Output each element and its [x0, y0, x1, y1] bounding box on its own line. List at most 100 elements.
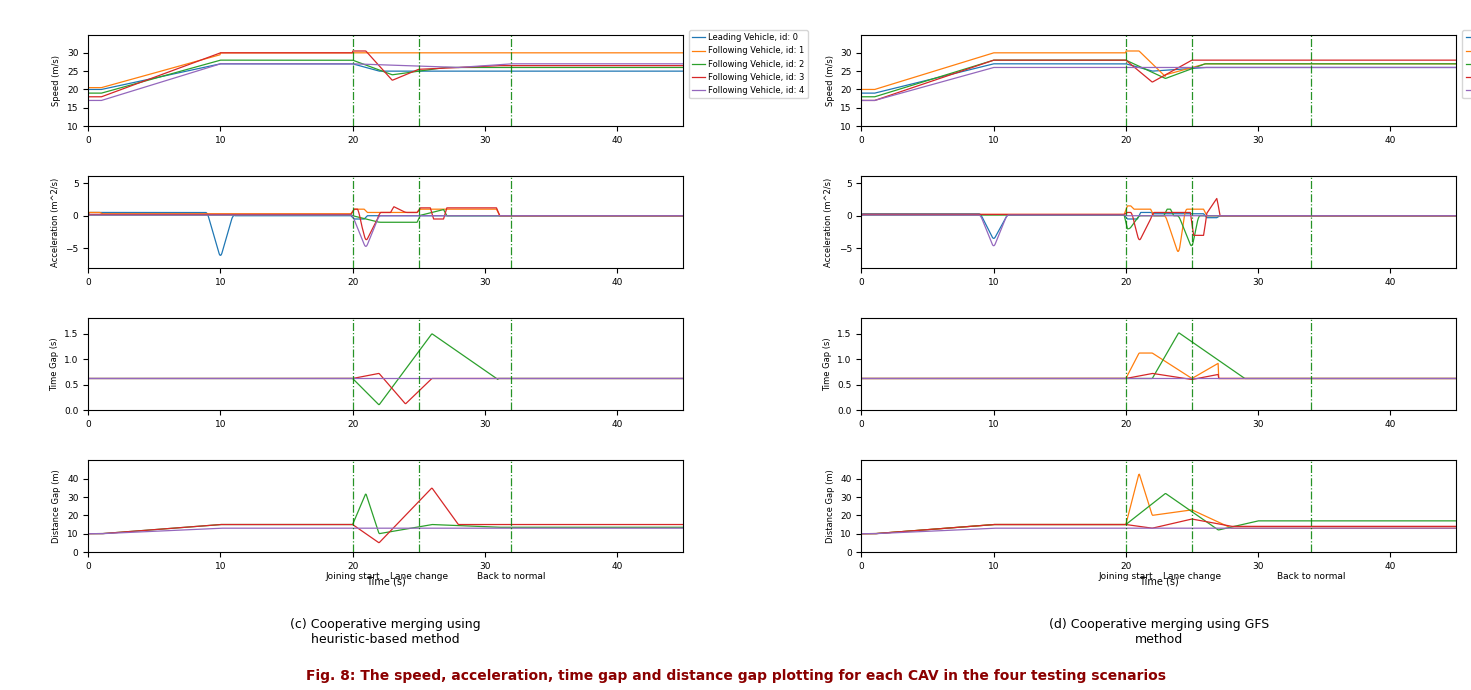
- Leading Vehicle, id: 0: (11.8, 27): 0: (11.8, 27): [1008, 59, 1025, 68]
- Following Vehicle, id: 2: (4.91, 22.3): 2: (4.91, 22.3): [918, 77, 936, 85]
- Y-axis label: Acceleration (m^2/s): Acceleration (m^2/s): [50, 177, 60, 267]
- Leading Vehicle, id: 0: (0, 20): 0: (0, 20): [79, 86, 97, 94]
- Following Vehicle, id: 4: (11.8, 27): 4: (11.8, 27): [235, 59, 253, 68]
- Following Vehicle, id: 1: (10, 30): 1: (10, 30): [212, 49, 229, 57]
- Following Vehicle, id: 2: (45, 26): 2: (45, 26): [674, 63, 691, 72]
- Y-axis label: Time Gap (s): Time Gap (s): [50, 337, 59, 391]
- Text: (c) Cooperative merging using
heuristic-based method: (c) Cooperative merging using heuristic-…: [290, 618, 481, 646]
- Line: Following Vehicle, id: 3: Following Vehicle, id: 3: [88, 51, 683, 97]
- Following Vehicle, id: 2: (19.3, 28): 2: (19.3, 28): [1108, 56, 1125, 64]
- Following Vehicle, id: 3: (32.1, 26.5): 3: (32.1, 26.5): [503, 61, 521, 70]
- Following Vehicle, id: 3: (19.3, 28): 3: (19.3, 28): [1108, 56, 1125, 64]
- Following Vehicle, id: 4: (11.8, 26): 4: (11.8, 26): [1008, 63, 1025, 72]
- Leading Vehicle, id: 0: (0, 19): 0: (0, 19): [853, 89, 871, 97]
- Line: Following Vehicle, id: 1: Following Vehicle, id: 1: [862, 51, 1456, 90]
- Following Vehicle, id: 1: (20, 30.5): 1: (20, 30.5): [1118, 47, 1136, 55]
- Leading Vehicle, id: 0: (19.3, 27): 0: (19.3, 27): [334, 59, 352, 68]
- Following Vehicle, id: 2: (38.9, 27): 2: (38.9, 27): [1367, 59, 1384, 68]
- Following Vehicle, id: 4: (4.91, 20.9): 4: (4.91, 20.9): [918, 82, 936, 90]
- Following Vehicle, id: 2: (11.8, 28): 2: (11.8, 28): [235, 56, 253, 64]
- Following Vehicle, id: 3: (38.9, 28): 3: (38.9, 28): [1367, 56, 1384, 64]
- Following Vehicle, id: 1: (11.7, 30): 1: (11.7, 30): [1008, 49, 1025, 57]
- Leading Vehicle, id: 0: (19.3, 27): 0: (19.3, 27): [1108, 59, 1125, 68]
- Leading Vehicle, id: 0: (11.8, 27): 0: (11.8, 27): [235, 59, 253, 68]
- Following Vehicle, id: 3: (33.9, 26.5): 3: (33.9, 26.5): [528, 61, 546, 70]
- Following Vehicle, id: 4: (38.9, 27): 4: (38.9, 27): [593, 59, 610, 68]
- Following Vehicle, id: 3: (33.9, 28): 3: (33.9, 28): [1302, 56, 1319, 64]
- Following Vehicle, id: 4: (33.9, 26): 4: (33.9, 26): [1302, 63, 1319, 72]
- Y-axis label: Speed (m/s): Speed (m/s): [825, 55, 834, 106]
- Following Vehicle, id: 4: (0, 17): 4: (0, 17): [79, 97, 97, 105]
- Following Vehicle, id: 4: (19.3, 27): 4: (19.3, 27): [334, 59, 352, 68]
- Y-axis label: Acceleration (m^2/s): Acceleration (m^2/s): [824, 177, 833, 267]
- Following Vehicle, id: 1: (33.9, 30): 1: (33.9, 30): [528, 49, 546, 57]
- Following Vehicle, id: 1: (33.9, 27): 1: (33.9, 27): [1302, 59, 1319, 68]
- Following Vehicle, id: 3: (19.2, 30): 3: (19.2, 30): [334, 49, 352, 57]
- Following Vehicle, id: 1: (32.1, 30): 1: (32.1, 30): [503, 49, 521, 57]
- Text: Lane change: Lane change: [390, 572, 447, 581]
- Following Vehicle, id: 3: (45, 28): 3: (45, 28): [1447, 56, 1465, 64]
- Following Vehicle, id: 3: (32.1, 28): 3: (32.1, 28): [1277, 56, 1294, 64]
- Line: Following Vehicle, id: 2: Following Vehicle, id: 2: [862, 60, 1456, 97]
- Following Vehicle, id: 1: (32.1, 27): 1: (32.1, 27): [1277, 59, 1294, 68]
- Leading Vehicle, id: 0: (33.9, 25): 0: (33.9, 25): [528, 67, 546, 75]
- X-axis label: Time (s): Time (s): [1139, 576, 1178, 586]
- Line: Following Vehicle, id: 4: Following Vehicle, id: 4: [88, 63, 683, 101]
- Following Vehicle, id: 3: (0, 17): 3: (0, 17): [853, 97, 871, 105]
- Y-axis label: Time Gap (s): Time Gap (s): [822, 337, 831, 391]
- Text: (d) Cooperative merging using GFS
method: (d) Cooperative merging using GFS method: [1049, 618, 1269, 646]
- Text: Fig. 8: The speed, acceleration, time gap and distance gap plotting for each CAV: Fig. 8: The speed, acceleration, time ga…: [306, 669, 1165, 683]
- Following Vehicle, id: 1: (11.8, 30): 1: (11.8, 30): [235, 49, 253, 57]
- Following Vehicle, id: 1: (0, 20): 1: (0, 20): [853, 86, 871, 94]
- Leading Vehicle, id: 0: (10, 27): 0: (10, 27): [212, 59, 229, 68]
- Line: Following Vehicle, id: 1: Following Vehicle, id: 1: [88, 53, 683, 88]
- Following Vehicle, id: 1: (19.3, 30): 1: (19.3, 30): [334, 49, 352, 57]
- Text: Joining start: Joining start: [325, 572, 380, 581]
- Following Vehicle, id: 2: (10, 28): 2: (10, 28): [986, 56, 1003, 64]
- Following Vehicle, id: 3: (38.9, 26.5): 3: (38.9, 26.5): [593, 61, 610, 70]
- Following Vehicle, id: 4: (0, 17): 4: (0, 17): [853, 97, 871, 105]
- Following Vehicle, id: 1: (45, 27): 1: (45, 27): [1447, 59, 1465, 68]
- Leading Vehicle, id: 0: (45, 26): 0: (45, 26): [1447, 63, 1465, 72]
- Following Vehicle, id: 4: (38.9, 26): 4: (38.9, 26): [1367, 63, 1384, 72]
- Following Vehicle, id: 4: (45, 27): 4: (45, 27): [674, 59, 691, 68]
- Following Vehicle, id: 3: (4.91, 21.8): 3: (4.91, 21.8): [918, 79, 936, 87]
- Following Vehicle, id: 2: (45, 27): 2: (45, 27): [1447, 59, 1465, 68]
- Text: Back to normal: Back to normal: [477, 572, 546, 581]
- Following Vehicle, id: 4: (19.3, 26): 4: (19.3, 26): [1108, 63, 1125, 72]
- Following Vehicle, id: 2: (33.9, 27): 2: (33.9, 27): [1302, 59, 1319, 68]
- Following Vehicle, id: 4: (32.1, 27): 4: (32.1, 27): [503, 59, 521, 68]
- Following Vehicle, id: 2: (38.9, 26): 2: (38.9, 26): [593, 63, 610, 72]
- Following Vehicle, id: 4: (10, 26): 4: (10, 26): [986, 63, 1003, 72]
- Following Vehicle, id: 2: (0, 19): 2: (0, 19): [79, 89, 97, 97]
- Leading Vehicle, id: 0: (32.1, 26): 0: (32.1, 26): [1277, 63, 1294, 72]
- Following Vehicle, id: 4: (32.1, 26): 4: (32.1, 26): [1277, 63, 1294, 72]
- Following Vehicle, id: 3: (4.91, 23.2): 3: (4.91, 23.2): [144, 74, 162, 82]
- Leading Vehicle, id: 0: (33.9, 26): 0: (33.9, 26): [1302, 63, 1319, 72]
- Following Vehicle, id: 1: (45, 30): 1: (45, 30): [674, 49, 691, 57]
- Following Vehicle, id: 2: (32.1, 27): 2: (32.1, 27): [1277, 59, 1294, 68]
- Leading Vehicle, id: 0: (38.9, 26): 0: (38.9, 26): [1367, 63, 1384, 72]
- Leading Vehicle, id: 0: (38.9, 25): 0: (38.9, 25): [593, 67, 610, 75]
- Y-axis label: Distance Gap (m): Distance Gap (m): [825, 469, 834, 543]
- Following Vehicle, id: 4: (4.91, 21.3): 4: (4.91, 21.3): [144, 81, 162, 89]
- Following Vehicle, id: 2: (32.1, 26): 2: (32.1, 26): [503, 63, 521, 72]
- Line: Leading Vehicle, id: 0: Leading Vehicle, id: 0: [862, 63, 1456, 93]
- Following Vehicle, id: 1: (4.91, 24.4): 1: (4.91, 24.4): [144, 69, 162, 77]
- Following Vehicle, id: 2: (11.8, 28): 2: (11.8, 28): [1008, 56, 1025, 64]
- Leading Vehicle, id: 0: (4.91, 22.5): 0: (4.91, 22.5): [918, 77, 936, 85]
- Following Vehicle, id: 4: (45, 26): 4: (45, 26): [1447, 63, 1465, 72]
- Following Vehicle, id: 4: (33.9, 27): 4: (33.9, 27): [528, 59, 546, 68]
- Following Vehicle, id: 2: (19.3, 28): 2: (19.3, 28): [334, 56, 352, 64]
- Y-axis label: Distance Gap (m): Distance Gap (m): [53, 469, 62, 543]
- Leading Vehicle, id: 0: (45, 25): 0: (45, 25): [674, 67, 691, 75]
- Leading Vehicle, id: 0: (4.91, 23): 0: (4.91, 23): [144, 75, 162, 83]
- Following Vehicle, id: 3: (11.8, 28): 3: (11.8, 28): [1008, 56, 1025, 64]
- Line: Following Vehicle, id: 2: Following Vehicle, id: 2: [88, 60, 683, 93]
- Following Vehicle, id: 3: (0, 18): 3: (0, 18): [79, 92, 97, 101]
- Following Vehicle, id: 2: (33.9, 26): 2: (33.9, 26): [528, 63, 546, 72]
- Following Vehicle, id: 4: (10, 27): 4: (10, 27): [212, 59, 229, 68]
- Following Vehicle, id: 1: (19.2, 30): 1: (19.2, 30): [1106, 49, 1124, 57]
- Following Vehicle, id: 1: (38.9, 27): 1: (38.9, 27): [1367, 59, 1384, 68]
- Text: Back to normal: Back to normal: [1277, 572, 1344, 581]
